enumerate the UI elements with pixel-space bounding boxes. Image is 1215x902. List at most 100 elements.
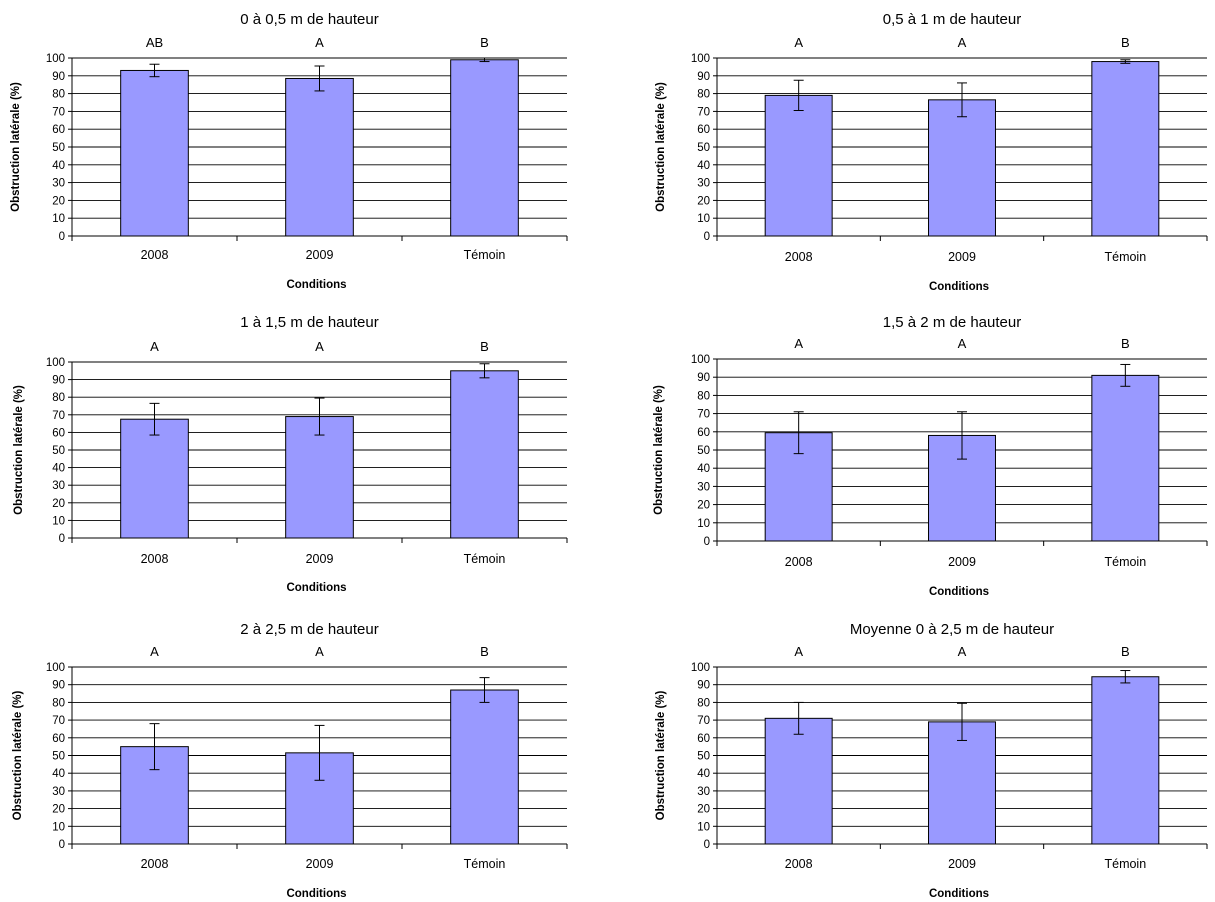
x-axis-label: Conditions (929, 586, 989, 598)
y-tick-label: 90 (52, 680, 65, 692)
y-tick-label: 30 (697, 178, 710, 190)
y-tick-label: 10 (697, 821, 710, 833)
significance-letter: A (315, 644, 324, 659)
y-axis-label: Obstruction latérale (%) (10, 82, 22, 212)
significance-letter: A (958, 35, 967, 50)
significance-letter: B (480, 35, 489, 50)
significance-letter: A (315, 339, 324, 354)
y-tick-label: 40 (52, 160, 65, 172)
y-tick-label: 20 (52, 498, 65, 510)
y-tick-label: 30 (52, 786, 65, 798)
category-label: 2008 (141, 248, 169, 262)
category-label: Témoin (464, 248, 506, 262)
y-tick-label: 30 (52, 178, 65, 190)
y-tick-label: 30 (697, 481, 710, 493)
y-axis-label: Obstruction latérale (%) (655, 82, 667, 212)
y-tick-label: 100 (46, 53, 65, 65)
category-label: 2009 (948, 555, 976, 569)
chart-panel-3: 0 10 20 30 40 50 60 70 80 90 100 2008 A 2009 A Témoin B 1… (13, 314, 568, 594)
significance-letter: A (150, 339, 159, 354)
y-tick-label: 70 (52, 106, 65, 118)
y-axis-label: Obstruction latérale (%) (653, 385, 665, 515)
bar-2008 (120, 69, 189, 237)
y-tick-label: 100 (691, 662, 710, 674)
significance-letter: A (958, 336, 967, 351)
y-tick-label: 80 (697, 390, 710, 402)
y-tick-label: 70 (697, 106, 710, 118)
significance-letter: B (480, 339, 489, 354)
y-tick-label: 60 (52, 124, 65, 136)
significance-letter: A (794, 35, 803, 50)
bar-Témoin (450, 689, 519, 845)
bar-2008 (764, 94, 833, 237)
y-tick-label: 10 (52, 821, 65, 833)
bar-Témoin (1091, 374, 1160, 542)
y-tick-label: 50 (697, 142, 710, 154)
y-tick-label: 70 (52, 410, 65, 422)
category-label: 2008 (141, 857, 169, 871)
y-tick-label: 60 (697, 427, 710, 439)
y-tick-label: 60 (697, 124, 710, 136)
y-tick-label: 20 (697, 500, 710, 512)
category-label: 2009 (306, 857, 334, 871)
y-tick-label: 80 (52, 392, 65, 404)
bar-2008 (764, 717, 833, 845)
category-label: Témoin (464, 857, 506, 871)
category-label: Témoin (464, 552, 506, 566)
y-tick-label: 80 (52, 89, 65, 101)
y-tick-label: 50 (697, 751, 710, 763)
y-tick-label: 0 (59, 839, 65, 851)
y-tick-label: 20 (52, 195, 65, 207)
significance-letter: A (958, 644, 967, 659)
chart-title: 0 à 0,5 m de hauteur (240, 11, 378, 28)
category-label: 2008 (141, 552, 169, 566)
chart-panel-5: 0 10 20 30 40 50 60 70 80 90 100 2008 A 2009 A Témoin B 2… (12, 621, 568, 900)
y-tick-label: 50 (697, 445, 710, 457)
y-tick-label: 90 (697, 71, 710, 83)
y-tick-label: 90 (52, 71, 65, 83)
category-label: Témoin (1104, 250, 1146, 264)
category-label: 2009 (306, 552, 334, 566)
significance-letter: B (480, 644, 489, 659)
y-tick-label: 60 (52, 733, 65, 745)
significance-letter: A (794, 644, 803, 659)
y-tick-label: 40 (697, 463, 710, 475)
y-tick-label: 30 (697, 786, 710, 798)
y-tick-label: 10 (697, 213, 710, 225)
category-label: 2008 (785, 250, 813, 264)
bar-2008 (120, 418, 189, 539)
bar-2009 (285, 416, 354, 539)
significance-letter: A (794, 336, 803, 351)
category-label: 2009 (948, 857, 976, 871)
y-tick-label: 100 (691, 354, 710, 366)
bar-2008 (120, 746, 189, 845)
y-tick-label: 80 (697, 89, 710, 101)
y-tick-label: 70 (52, 715, 65, 727)
x-axis-label: Conditions (286, 888, 346, 900)
y-tick-label: 0 (704, 536, 710, 548)
y-tick-label: 60 (52, 427, 65, 439)
y-tick-label: 90 (52, 375, 65, 387)
significance-letter: B (1121, 644, 1130, 659)
category-label: Témoin (1104, 857, 1146, 871)
y-tick-label: 70 (697, 409, 710, 421)
x-axis-label: Conditions (929, 281, 989, 293)
y-tick-label: 20 (697, 195, 710, 207)
y-tick-label: 90 (697, 372, 710, 384)
significance-letter: B (1121, 35, 1130, 50)
y-axis-label: Obstruction latérale (%) (12, 690, 24, 820)
y-tick-label: 70 (697, 715, 710, 727)
y-tick-label: 0 (59, 533, 65, 545)
category-label: Témoin (1104, 555, 1146, 569)
significance-letter: AB (146, 35, 163, 50)
bar-Témoin (1091, 676, 1160, 845)
y-tick-label: 0 (59, 231, 65, 243)
bar-Témoin (450, 370, 519, 539)
y-tick-label: 40 (697, 768, 710, 780)
chart-title: 0,5 à 1 m de hauteur (883, 11, 1021, 28)
y-tick-label: 100 (691, 53, 710, 65)
x-axis-label: Conditions (929, 888, 989, 900)
chart-panel-6: 0 10 20 30 40 50 60 70 80 90 100 2008 A 2009 A Témoin B M… (655, 621, 1208, 900)
y-tick-label: 40 (52, 768, 65, 780)
category-label: 2009 (948, 250, 976, 264)
